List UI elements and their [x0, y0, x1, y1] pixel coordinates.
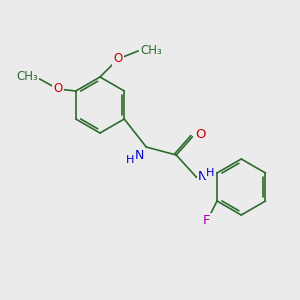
Text: F: F [203, 214, 211, 227]
Text: N: N [135, 149, 144, 162]
Text: CH₃: CH₃ [16, 70, 38, 83]
Text: H: H [206, 168, 214, 178]
Text: CH₃: CH₃ [140, 44, 162, 58]
Text: O: O [113, 52, 123, 65]
Text: O: O [195, 128, 206, 140]
Text: H: H [126, 155, 134, 165]
Text: O: O [53, 82, 62, 95]
Text: N: N [198, 170, 208, 184]
